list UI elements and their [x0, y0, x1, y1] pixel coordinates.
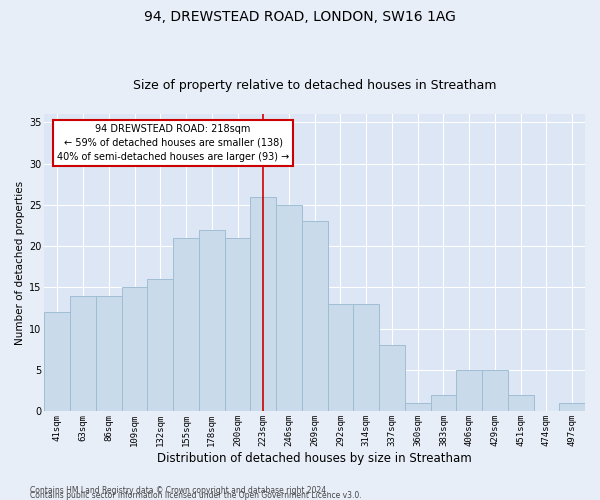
Text: Contains public sector information licensed under the Open Government Licence v3: Contains public sector information licen… [30, 491, 362, 500]
Bar [122, 288, 148, 412]
Bar [96, 296, 122, 412]
Bar [70, 296, 96, 412]
Text: Contains HM Land Registry data © Crown copyright and database right 2024.: Contains HM Land Registry data © Crown c… [30, 486, 329, 495]
Bar [405, 403, 431, 411]
Y-axis label: Number of detached properties: Number of detached properties [15, 180, 25, 345]
Bar [224, 238, 250, 412]
Bar [148, 279, 173, 411]
Bar [431, 395, 456, 411]
Bar [328, 304, 353, 412]
Bar [559, 403, 585, 411]
Bar [456, 370, 482, 412]
Bar [353, 304, 379, 412]
Bar [199, 230, 224, 412]
Bar [508, 395, 533, 411]
Bar [44, 312, 70, 412]
Bar [379, 346, 405, 412]
Bar [276, 205, 302, 412]
Bar [250, 196, 276, 412]
Text: 94, DREWSTEAD ROAD, LONDON, SW16 1AG: 94, DREWSTEAD ROAD, LONDON, SW16 1AG [144, 10, 456, 24]
Bar [302, 222, 328, 412]
Title: Size of property relative to detached houses in Streatham: Size of property relative to detached ho… [133, 79, 496, 92]
Bar [482, 370, 508, 412]
Text: 94 DREWSTEAD ROAD: 218sqm
← 59% of detached houses are smaller (138)
40% of semi: 94 DREWSTEAD ROAD: 218sqm ← 59% of detac… [57, 124, 289, 162]
Bar [173, 238, 199, 412]
X-axis label: Distribution of detached houses by size in Streatham: Distribution of detached houses by size … [157, 452, 472, 465]
